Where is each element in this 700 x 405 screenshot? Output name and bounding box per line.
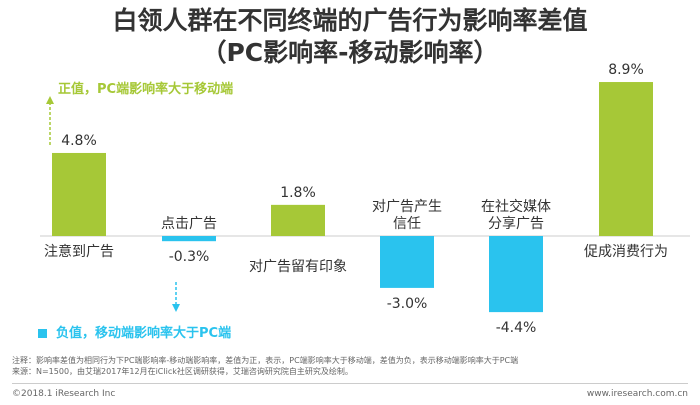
category-label-3: 对广告留有印象 [249,259,347,275]
value-label-1: 4.8% [61,133,97,149]
footer-divider [12,383,688,384]
legend-negative: 负值，移动端影响率大于PC端 [56,326,232,341]
positive-arrow-head [46,96,54,104]
negative-arrow-head [172,304,180,312]
value-label-6: 8.9% [608,62,644,78]
bar-5 [489,236,543,313]
legend-negative-swatch [38,329,47,338]
category-label-2: 点击广告 [161,216,217,232]
chart-title: 白领人群在不同终端的广告行为影响率差值 [112,6,588,35]
category-label-4-line1: 对广告产生 [372,199,442,215]
bar-2 [162,236,216,242]
category-label-5-line2: 分享广告 [488,215,544,232]
value-label-3: 1.8% [280,185,316,201]
bar-6 [599,82,653,236]
category-label-4-line2: 信任 [393,216,421,232]
legend-arrows [46,96,180,312]
value-label-5: -4.4% [496,320,537,336]
chart-subtitle: （PC影响率-移动影响率） [201,38,499,67]
category-label-6: 促成消费行为 [584,244,668,260]
value-label-2: -0.3% [169,249,210,265]
bar-1 [52,152,106,236]
value-label-4: -3.0% [387,296,428,312]
footnote-line2: 来源：N=1500，由艾瑞2017年12月在iClick社区调研获得，艾瑞咨询研… [12,367,353,376]
category-label-1: 注意到广告 [44,243,114,260]
category-label-5-line1: 在社交媒体 [481,198,551,215]
bar-4 [380,236,434,288]
legend-positive: 正值，PC端影响率大于移动端 [58,82,234,97]
bar-3 [271,204,325,236]
website: www.iresearch.com.cn [586,389,688,399]
copyright: ©2018.1 iResearch Inc [12,389,116,399]
footnote-line1: 注释：影响率差值为相同行为下PC端影响率-移动端影响率，差值为正，表示，PC端影… [12,356,519,365]
